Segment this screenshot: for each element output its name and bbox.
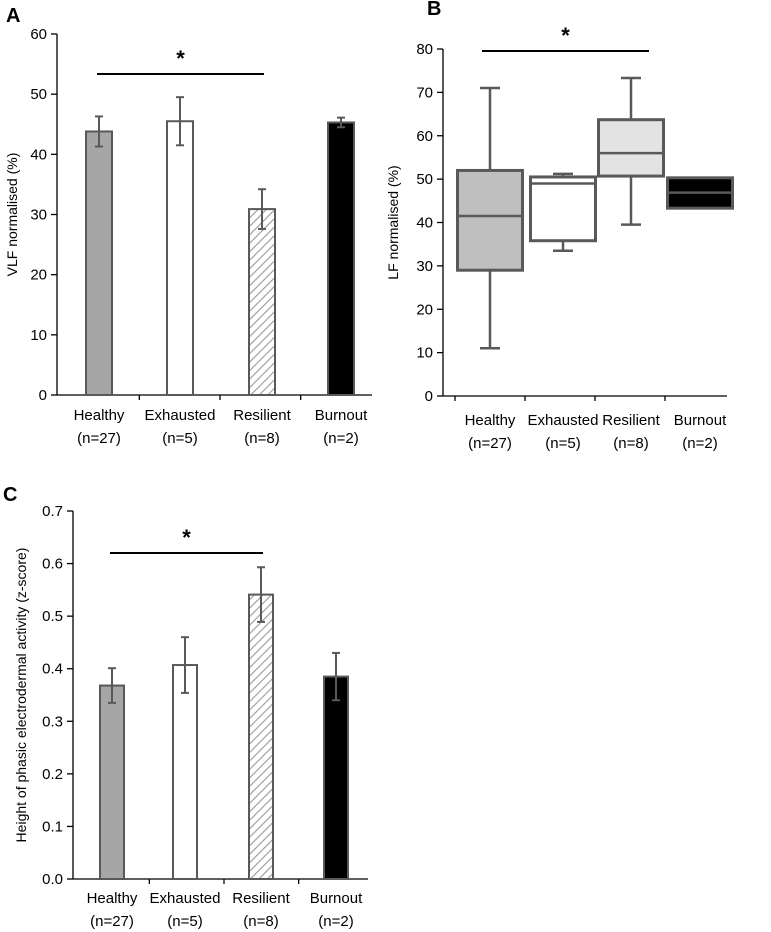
y-axis-label: Height of phasic electrodermal activity … — [13, 548, 29, 843]
y-tick-label: 20 — [30, 267, 47, 284]
y-tick-label: 80 — [416, 41, 433, 58]
y-tick-label: 40 — [30, 146, 47, 163]
category-label: Healthy — [87, 890, 138, 907]
y-axis-label: VLF normalised (%) — [4, 153, 20, 277]
bar — [85, 130, 113, 396]
y-tick-label: 40 — [416, 215, 433, 232]
box — [597, 118, 665, 178]
y-tick-label: 0.0 — [42, 871, 63, 888]
category-label: Burnout — [674, 412, 727, 429]
bar — [172, 664, 198, 881]
category-n-label: (n=8) — [244, 430, 279, 447]
y-tick-label: 0 — [425, 388, 433, 405]
box — [529, 175, 597, 243]
y-tick-label: 10 — [30, 327, 47, 344]
panel-label: A — [6, 5, 20, 27]
category-n-label: (n=27) — [90, 913, 134, 930]
category-n-label: (n=5) — [545, 435, 580, 452]
significance-star: * — [176, 46, 185, 71]
category-label: Resilient — [232, 890, 290, 907]
category-label: Resilient — [233, 407, 291, 424]
y-tick-label: 50 — [30, 86, 47, 103]
significance-star: * — [182, 525, 191, 550]
y-tick-label: 60 — [30, 26, 47, 43]
y-tick-label: 60 — [416, 128, 433, 145]
bar — [248, 208, 276, 396]
category-label: Resilient — [602, 412, 660, 429]
significance-star: * — [561, 23, 570, 48]
panel-label: B — [427, 0, 441, 20]
bar — [323, 675, 349, 880]
y-tick-label: 0.6 — [42, 556, 63, 573]
category-label: Burnout — [310, 890, 363, 907]
y-tick-label: 0.2 — [42, 766, 63, 783]
panel-a: A 0 10 20 30 40 50 60 VLF normalised (%) Healthy (… — [4, 5, 372, 447]
category-label: Exhausted — [145, 407, 216, 424]
category-n-label: (n=27) — [468, 435, 512, 452]
category-n-label: (n=5) — [167, 913, 202, 930]
y-tick-label: 30 — [416, 258, 433, 275]
category-label: Healthy — [465, 412, 516, 429]
y-tick-label: 0 — [39, 387, 47, 404]
category-n-label: (n=2) — [323, 430, 358, 447]
y-tick-label: 10 — [416, 345, 433, 362]
y-tick-label: 0.1 — [42, 818, 63, 835]
bar — [327, 121, 355, 396]
y-tick-label: 20 — [416, 301, 433, 318]
bar — [166, 120, 194, 396]
category-label: Burnout — [315, 407, 368, 424]
category-n-label: (n=5) — [162, 430, 197, 447]
y-axis-label: LF normalised (%) — [385, 165, 401, 279]
category-label: Exhausted — [528, 412, 599, 429]
category-n-label: (n=2) — [318, 913, 353, 930]
y-tick-label: 30 — [30, 207, 47, 224]
bar — [99, 684, 125, 881]
category-n-label: (n=8) — [613, 435, 648, 452]
y-tick-label: 0.3 — [42, 713, 63, 730]
bar — [248, 593, 274, 880]
category-n-label: (n=8) — [243, 913, 278, 930]
y-tick-label: 0.5 — [42, 608, 63, 625]
category-label: Healthy — [74, 407, 125, 424]
category-n-label: (n=2) — [682, 435, 717, 452]
y-tick-label: 0.7 — [42, 503, 63, 520]
category-label: Exhausted — [150, 890, 221, 907]
box — [456, 168, 524, 272]
panel-c: C 0.0 0.1 0.2 0.3 0.4 0.5 0.6 0.7 Height of phasi… — [3, 484, 368, 930]
y-tick-label: 50 — [416, 171, 433, 188]
y-tick-label: 0.4 — [42, 661, 63, 678]
category-n-label: (n=27) — [77, 430, 121, 447]
y-tick-label: 70 — [416, 84, 433, 101]
panel-b: B 0 10 20 30 40 50 60 70 80 LF normalised (%) Healt… — [385, 0, 734, 452]
panel-label: C — [3, 484, 17, 506]
